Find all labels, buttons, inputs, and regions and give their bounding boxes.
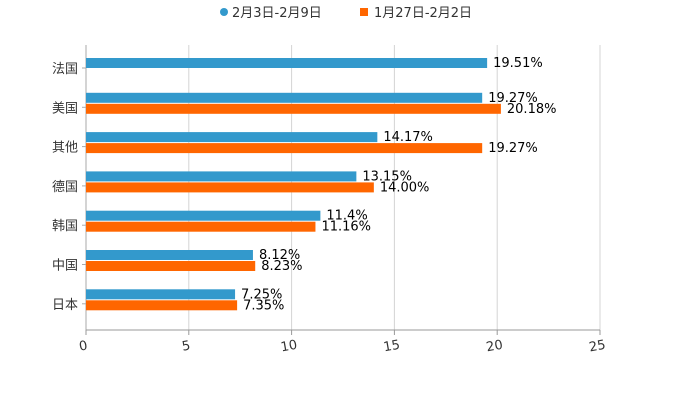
bar-s1-1[interactable] — [86, 92, 483, 103]
bars — [86, 58, 501, 311]
data-label-s2-2: 19.27% — [488, 141, 538, 156]
bar-s2-2[interactable] — [86, 143, 483, 154]
bar-s2-1[interactable] — [86, 103, 501, 114]
legend-marker-series-2 — [360, 8, 368, 16]
labels: 19.51%19.27%20.18%14.17%19.27%13.15%14.0… — [241, 56, 556, 313]
legend-label-series-1: 2月3日-2月9日 — [232, 6, 322, 21]
bar-s2-3[interactable] — [86, 182, 374, 193]
data-label-s2-4: 11.16% — [321, 220, 371, 235]
category-label-6: 日本 — [52, 298, 78, 313]
data-label-s2-5: 8.23% — [261, 259, 302, 274]
tick-label-x-25: 25 — [588, 338, 607, 356]
data-label-s2-1: 20.18% — [507, 102, 557, 117]
tick-label-x-15: 15 — [382, 338, 401, 356]
grid — [188, 45, 601, 330]
category-label-3: 德国 — [52, 180, 78, 195]
category-label-5: 中国 — [52, 259, 78, 274]
data-label-s1-2: 14.17% — [383, 130, 433, 145]
tick-label-x-0: 0 — [78, 338, 89, 354]
bar-s1-5[interactable] — [86, 250, 253, 260]
category-label-1: 美国 — [52, 101, 78, 116]
legend: 2月3日-2月9日 1月27日-2月2日 — [220, 6, 472, 21]
data-label-s1-0: 19.51% — [493, 56, 543, 71]
legend-item-series-1[interactable]: 2月3日-2月9日 — [220, 6, 322, 21]
bar-s1-0[interactable] — [86, 58, 488, 68]
bar-s1-4[interactable] — [86, 210, 321, 221]
tick-label-x-20: 20 — [485, 338, 504, 356]
legend-marker-series-1 — [220, 8, 228, 16]
bar-s2-4[interactable] — [86, 221, 316, 232]
tick-label-x-5: 5 — [181, 338, 192, 354]
data-label-s1-5: 8.12% — [259, 248, 300, 263]
data-label-s1-3: 13.15% — [362, 169, 412, 184]
data-label-s1-4: 11.4% — [326, 209, 367, 224]
bar-s2-6[interactable] — [86, 300, 238, 311]
bar-s2-5[interactable] — [86, 261, 256, 271]
data-label-s2-6: 7.35% — [243, 298, 284, 313]
bar-s1-2[interactable] — [86, 132, 378, 143]
data-label-s1-6: 7.25% — [241, 287, 282, 302]
bar-s1-6[interactable] — [86, 289, 236, 300]
category-label-0: 法国 — [52, 62, 78, 77]
tick-label-x-10: 10 — [280, 338, 299, 356]
data-label-s2-3: 14.00% — [380, 180, 430, 195]
bar-s1-3[interactable] — [86, 171, 357, 182]
category-label-2: 其他 — [52, 141, 78, 156]
legend-item-series-2[interactable]: 1月27日-2月2日 — [360, 6, 472, 21]
data-label-s1-1: 19.27% — [488, 91, 538, 106]
category-label-4: 韩国 — [52, 219, 78, 234]
legend-label-series-2: 1月27日-2月2日 — [374, 6, 472, 21]
